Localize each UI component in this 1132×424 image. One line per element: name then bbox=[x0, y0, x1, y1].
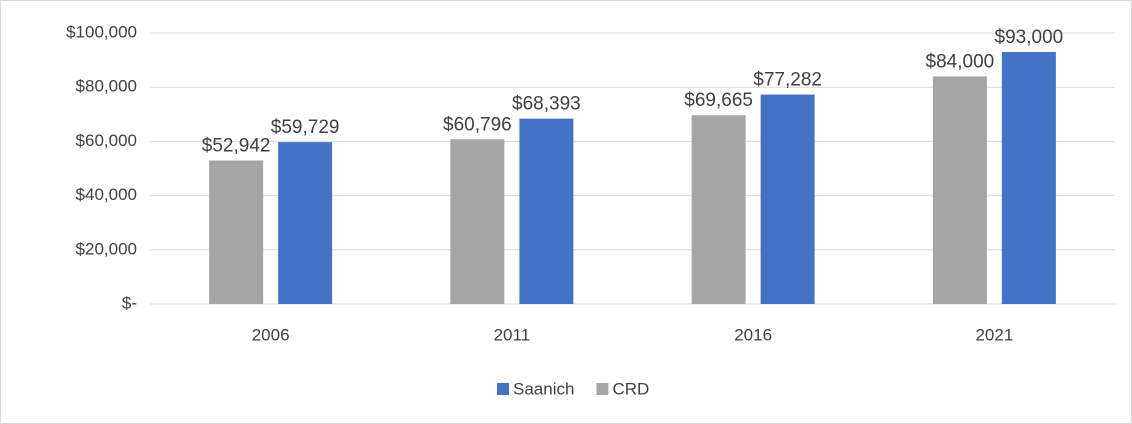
value-label: $69,665 bbox=[684, 90, 753, 111]
x-tick-label: 2006 bbox=[252, 325, 290, 344]
x-tick-label: 2021 bbox=[975, 325, 1013, 344]
y-tick-label: $100,000 bbox=[66, 22, 137, 41]
y-tick-label: $60,000 bbox=[76, 131, 137, 150]
bar bbox=[450, 139, 505, 304]
bar bbox=[519, 118, 574, 304]
y-tick-label: $- bbox=[122, 293, 137, 312]
y-tick-label: $40,000 bbox=[76, 185, 137, 204]
bar bbox=[278, 142, 333, 304]
value-label: $77,282 bbox=[753, 70, 822, 91]
value-label: $84,000 bbox=[926, 51, 995, 72]
legend-label: CRD bbox=[612, 379, 649, 398]
x-tick-label: 2011 bbox=[494, 325, 531, 344]
bar bbox=[691, 115, 746, 304]
bar bbox=[932, 76, 987, 304]
bar bbox=[760, 94, 815, 304]
y-tick-label: $80,000 bbox=[76, 77, 137, 96]
x-tick-label: 2016 bbox=[734, 325, 772, 344]
value-label: $93,000 bbox=[995, 27, 1064, 48]
legend-label: Saanich bbox=[513, 379, 574, 398]
legend-swatch bbox=[497, 383, 509, 395]
value-label: $59,729 bbox=[271, 117, 340, 138]
legend-swatch bbox=[596, 383, 609, 395]
bar bbox=[209, 160, 264, 304]
y-tick-label: $20,000 bbox=[76, 239, 137, 258]
value-label: $68,393 bbox=[512, 94, 581, 115]
bar bbox=[1001, 51, 1056, 304]
value-label: $60,796 bbox=[443, 114, 512, 135]
value-label: $52,942 bbox=[202, 136, 271, 157]
